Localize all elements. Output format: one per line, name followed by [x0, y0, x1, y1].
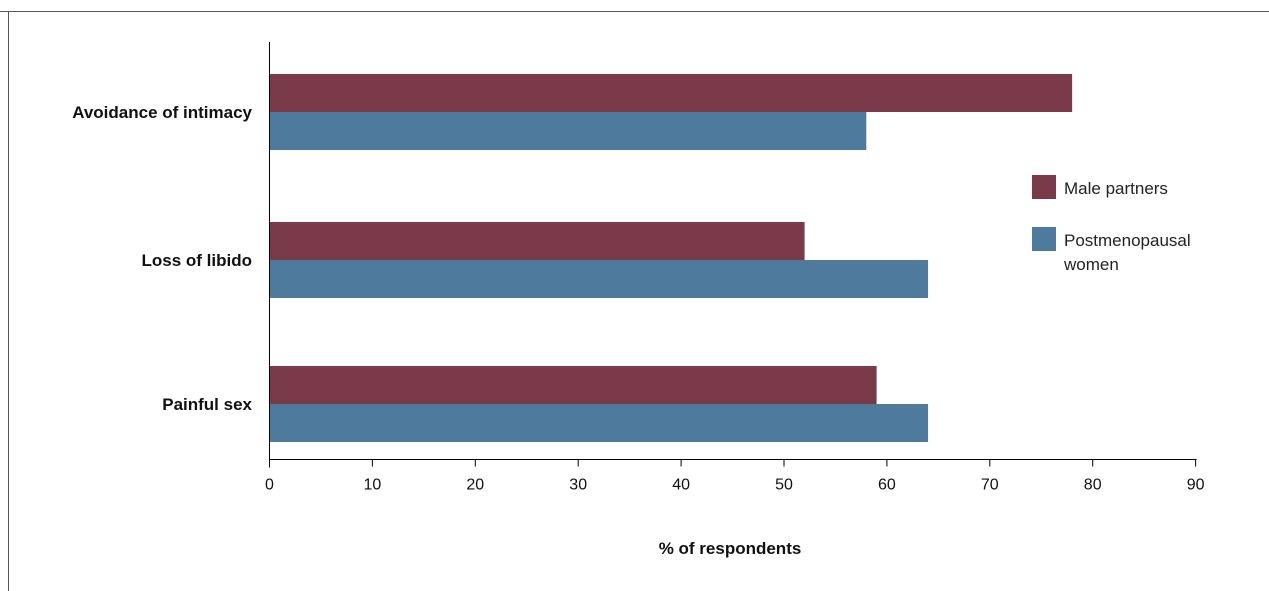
x-tick-label-0: 0: [265, 477, 274, 494]
x-axis-title: % of respondents: [659, 539, 802, 558]
x-tick-label-50: 50: [775, 477, 793, 494]
x-tick-label-40: 40: [672, 477, 690, 494]
x-tick-label-30: 30: [569, 477, 587, 494]
bars-layer: [269, 74, 1073, 442]
legend-swatch-male-partners: [1032, 175, 1056, 199]
category-label-painful-sex: Painful sex: [162, 395, 252, 414]
legend-label-male-partners: Male partners: [1064, 179, 1168, 198]
x-tick-label-70: 70: [981, 477, 999, 494]
bar-loss-of-libido-male-partners: [269, 222, 805, 260]
legend-swatch-postmenopausal-women: [1032, 227, 1056, 251]
bar-painful-sex-male-partners: [269, 366, 877, 404]
bar-painful-sex-postmenopausal-women: [269, 404, 929, 442]
x-tick-label-60: 60: [878, 477, 896, 494]
bar-loss-of-libido-postmenopausal-women: [269, 260, 929, 298]
legend-label-postmenopausal-women: Postmenopausal women: [1063, 231, 1191, 274]
category-label-loss-of-libido: Loss of libido: [142, 251, 253, 270]
x-axis-ticks: 0 10 20 30 40 50 60 70 80 90: [265, 459, 1205, 494]
x-tick-label-10: 10: [364, 477, 382, 494]
x-tick-label-90: 90: [1187, 477, 1205, 494]
category-label-avoidance-of-intimacy: Avoidance of intimacy: [72, 103, 252, 122]
x-tick-label-20: 20: [466, 477, 484, 494]
category-labels: Avoidance of intimacy Loss of libido Painf…: [72, 103, 252, 414]
x-tick-label-80: 80: [1084, 477, 1102, 494]
bar-avoidance-of-intimacy-postmenopausal-women: [269, 112, 867, 150]
bar-avoidance-of-intimacy-male-partners: [269, 74, 1073, 112]
legend: Male partners Postmenopausal women: [1032, 175, 1191, 274]
